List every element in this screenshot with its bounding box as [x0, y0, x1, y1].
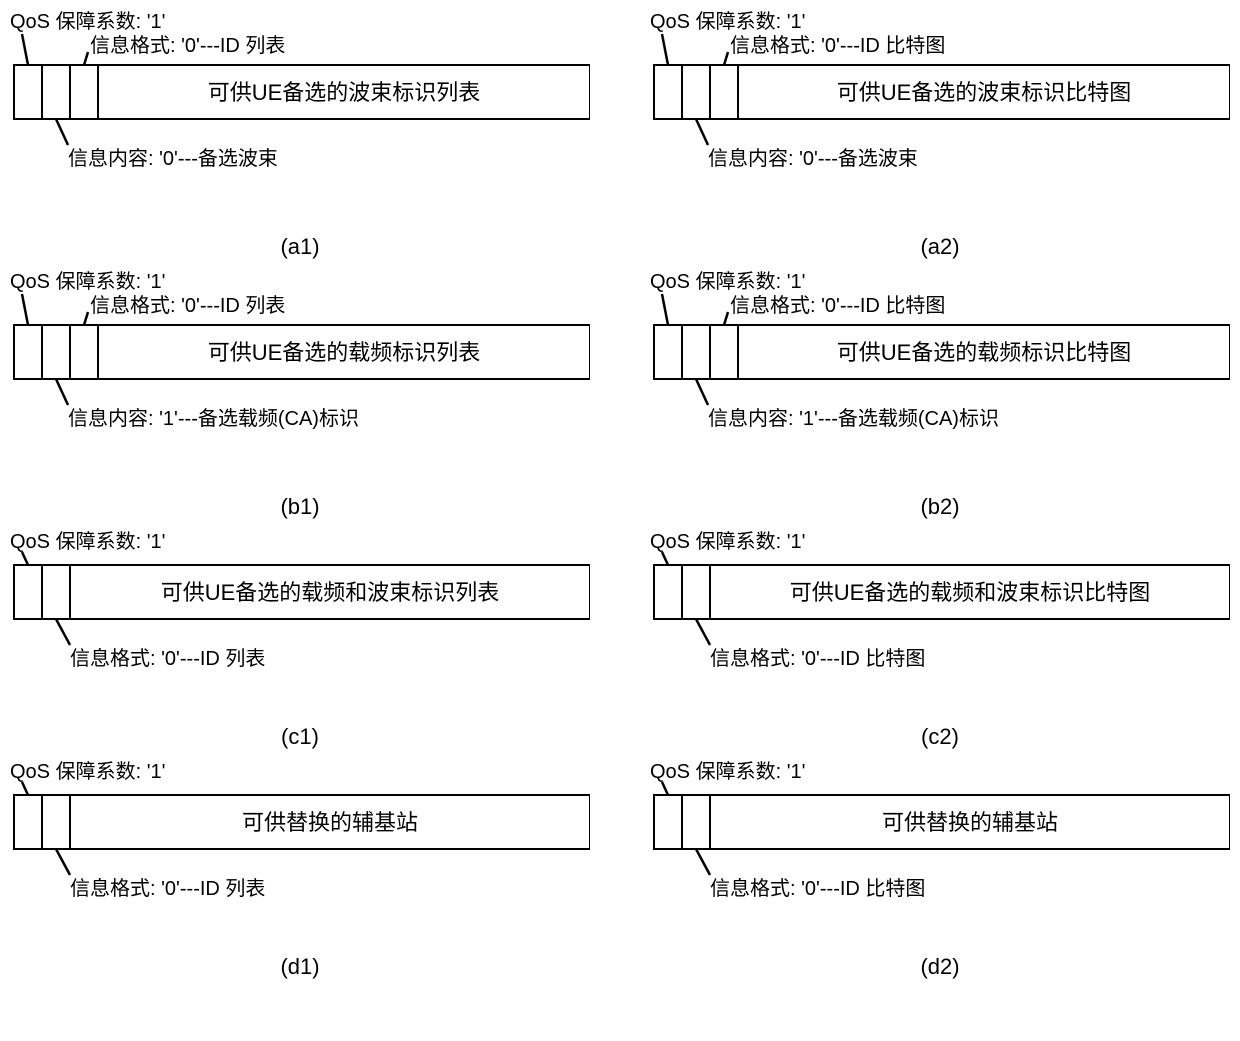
caption: (a1)	[10, 234, 590, 260]
leader-format	[84, 312, 88, 325]
content-label: 信息内容: '1'---备选载频(CA)标识	[68, 407, 359, 430]
cell-qos	[654, 325, 682, 379]
format-label: 信息格式: '0'---ID 列表	[90, 294, 285, 317]
leader-format	[724, 52, 728, 65]
cell-qos	[654, 65, 682, 119]
panel-d2: QoS 保障系数: '1' 可供替换的辅基站 信息格式: '0'---ID 比特…	[650, 760, 1230, 950]
box-text: 可供UE备选的载频标识列表	[208, 340, 481, 365]
format-label: 信息格式: '0'---ID 列表	[90, 34, 285, 57]
cell-format	[682, 565, 710, 619]
leader-qos	[662, 552, 668, 565]
cell-format	[710, 65, 738, 119]
cell-qos	[654, 795, 682, 849]
panel-svg: QoS 保障系数: '1' 可供替换的辅基站 信息格式: '0'---ID 列表	[10, 760, 590, 950]
panel-c1: QoS 保障系数: '1' 可供UE备选的载频和波束标识列表 信息格式: '0'…	[10, 530, 590, 720]
format-label: 信息格式: '0'---ID 比特图	[730, 34, 945, 57]
cell-qos	[14, 325, 42, 379]
cell-qos	[14, 795, 42, 849]
leader-qos	[22, 34, 28, 65]
caption: (a2)	[650, 234, 1230, 260]
cell-format	[42, 565, 70, 619]
cell-qos	[654, 565, 682, 619]
cell-content	[682, 325, 710, 379]
leader-content	[56, 379, 68, 405]
content-label: 信息内容: '1'---备选载频(CA)标识	[708, 407, 999, 430]
leader-qos	[22, 782, 28, 795]
cell-format	[710, 325, 738, 379]
panel-svg: QoS 保障系数: '1' 可供UE备选的载频和波束标识列表 信息格式: '0'…	[10, 530, 590, 720]
caption: (b1)	[10, 494, 590, 520]
leader-format	[696, 619, 710, 645]
leader-qos	[662, 294, 668, 325]
box-text: 可供替换的辅基站	[242, 810, 418, 835]
leader-format	[56, 619, 70, 645]
panel-d1: QoS 保障系数: '1' 可供替换的辅基站 信息格式: '0'---ID 列表…	[10, 760, 590, 950]
leader-content	[56, 119, 68, 145]
panel-b2: QoS 保障系数: '1' 信息格式: '0'---ID 比特图 可供UE备选的…	[650, 270, 1230, 490]
diagram-grid: QoS 保障系数: '1' 信息格式: '0'---ID 列表 可供UE备选的波…	[10, 10, 1230, 950]
leader-format	[724, 312, 728, 325]
box-text: 可供UE备选的波束标识列表	[208, 80, 481, 105]
format-label: 信息格式: '0'---ID 比特图	[730, 294, 945, 317]
leader-qos	[22, 294, 28, 325]
qos-label: QoS 保障系数: '1'	[650, 270, 805, 293]
qos-label: QoS 保障系数: '1'	[650, 10, 805, 33]
panel-b1: QoS 保障系数: '1' 信息格式: '0'---ID 列表 可供UE备选的载…	[10, 270, 590, 490]
cell-qos	[14, 565, 42, 619]
caption: (b2)	[650, 494, 1230, 520]
cell-content	[42, 65, 70, 119]
cell-format	[70, 325, 98, 379]
panel-svg: QoS 保障系数: '1' 信息格式: '0'---ID 比特图 可供UE备选的…	[650, 270, 1230, 490]
panel-svg: QoS 保障系数: '1' 可供替换的辅基站 信息格式: '0'---ID 比特…	[650, 760, 1230, 950]
leader-format	[84, 52, 88, 65]
panel-a1: QoS 保障系数: '1' 信息格式: '0'---ID 列表 可供UE备选的波…	[10, 10, 590, 230]
cell-format	[682, 795, 710, 849]
leader-content	[696, 119, 708, 145]
panel-svg: QoS 保障系数: '1' 可供UE备选的载频和波束标识比特图 信息格式: '0…	[650, 530, 1230, 720]
panel-a2: QoS 保障系数: '1' 信息格式: '0'---ID 比特图 可供UE备选的…	[650, 10, 1230, 230]
panel-svg: QoS 保障系数: '1' 信息格式: '0'---ID 列表 可供UE备选的波…	[10, 10, 590, 230]
leader-format	[56, 849, 70, 875]
leader-content	[696, 379, 708, 405]
caption: (d1)	[10, 954, 590, 980]
format-label: 信息格式: '0'---ID 比特图	[710, 877, 925, 900]
format-label: 信息格式: '0'---ID 列表	[70, 877, 265, 900]
qos-label: QoS 保障系数: '1'	[10, 10, 165, 33]
leader-format	[696, 849, 710, 875]
cell-format	[70, 65, 98, 119]
leader-qos	[662, 782, 668, 795]
content-label: 信息内容: '0'---备选波束	[708, 147, 918, 170]
qos-label: QoS 保障系数: '1'	[10, 760, 165, 783]
cell-format	[42, 795, 70, 849]
box-text: 可供UE备选的波束标识比特图	[837, 80, 1132, 105]
format-label: 信息格式: '0'---ID 比特图	[710, 647, 925, 670]
leader-qos	[22, 552, 28, 565]
caption: (d2)	[650, 954, 1230, 980]
caption: (c1)	[10, 724, 590, 750]
cell-content	[682, 65, 710, 119]
box-text: 可供替换的辅基站	[882, 810, 1058, 835]
panel-svg: QoS 保障系数: '1' 信息格式: '0'---ID 列表 可供UE备选的载…	[10, 270, 590, 490]
qos-label: QoS 保障系数: '1'	[650, 530, 805, 553]
panel-svg: QoS 保障系数: '1' 信息格式: '0'---ID 比特图 可供UE备选的…	[650, 10, 1230, 230]
leader-qos	[662, 34, 668, 65]
qos-label: QoS 保障系数: '1'	[10, 270, 165, 293]
box-text: 可供UE备选的载频标识比特图	[837, 340, 1132, 365]
cell-qos	[14, 65, 42, 119]
box-text: 可供UE备选的载频和波束标识列表	[161, 580, 500, 605]
caption: (c2)	[650, 724, 1230, 750]
content-label: 信息内容: '0'---备选波束	[68, 147, 278, 170]
format-label: 信息格式: '0'---ID 列表	[70, 647, 265, 670]
qos-label: QoS 保障系数: '1'	[650, 760, 805, 783]
qos-label: QoS 保障系数: '1'	[10, 530, 165, 553]
box-text: 可供UE备选的载频和波束标识比特图	[790, 580, 1151, 605]
cell-content	[42, 325, 70, 379]
panel-c2: QoS 保障系数: '1' 可供UE备选的载频和波束标识比特图 信息格式: '0…	[650, 530, 1230, 720]
